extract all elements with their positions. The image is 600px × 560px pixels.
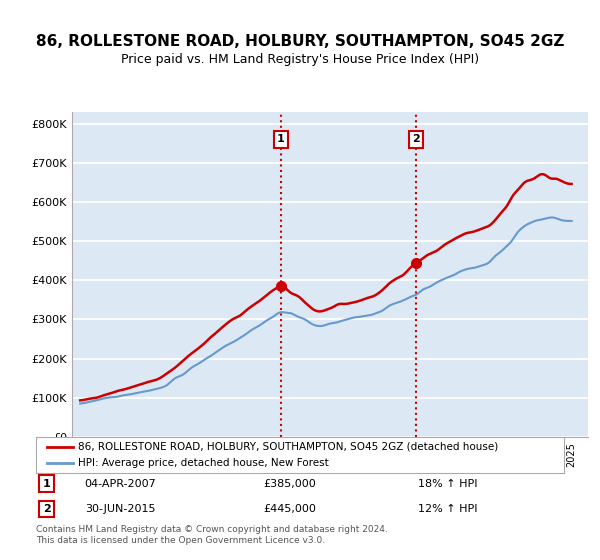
Text: 1: 1 xyxy=(43,479,50,489)
Text: 04-APR-2007: 04-APR-2007 xyxy=(85,479,157,489)
Text: HPI: Average price, detached house, New Forest: HPI: Average price, detached house, New … xyxy=(78,458,329,468)
Text: 18% ↑ HPI: 18% ↑ HPI xyxy=(418,479,478,489)
Text: 86, ROLLESTONE ROAD, HOLBURY, SOUTHAMPTON, SO45 2GZ: 86, ROLLESTONE ROAD, HOLBURY, SOUTHAMPTO… xyxy=(36,34,564,49)
Text: 86, ROLLESTONE ROAD, HOLBURY, SOUTHAMPTON, SO45 2GZ (detached house): 86, ROLLESTONE ROAD, HOLBURY, SOUTHAMPTO… xyxy=(78,442,499,452)
Text: 12% ↑ HPI: 12% ↑ HPI xyxy=(418,504,478,514)
Text: 30-JUN-2015: 30-JUN-2015 xyxy=(85,504,156,514)
Text: 2: 2 xyxy=(43,504,50,514)
Text: 1: 1 xyxy=(277,134,285,144)
Text: Price paid vs. HM Land Registry's House Price Index (HPI): Price paid vs. HM Land Registry's House … xyxy=(121,53,479,66)
Text: Contains HM Land Registry data © Crown copyright and database right 2024.
This d: Contains HM Land Registry data © Crown c… xyxy=(36,525,388,545)
Text: £385,000: £385,000 xyxy=(263,479,316,489)
Text: £445,000: £445,000 xyxy=(263,504,316,514)
Text: 2: 2 xyxy=(412,134,420,144)
